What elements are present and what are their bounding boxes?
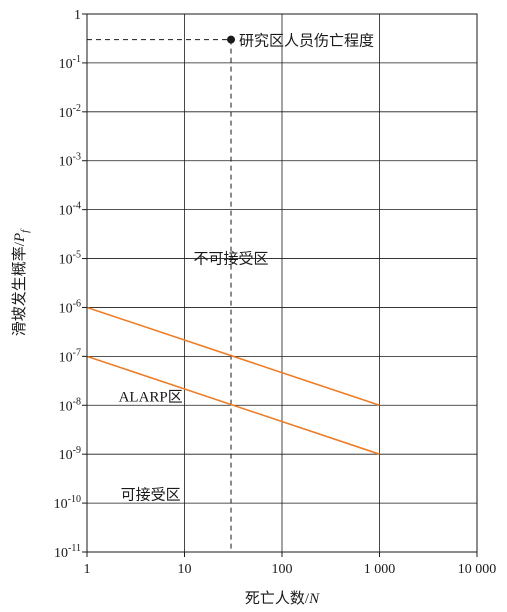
y-tick-label: 10-1 (59, 54, 81, 72)
reference-lines (87, 39, 232, 552)
x-tick-label: 10 000 (458, 562, 497, 577)
y-tick-labels: 1 10-1 10-2 10-3 10-4 10-5 10-6 10-7 10-8 10-9 10-… (54, 8, 87, 561)
y-tick-label: 10-5 (59, 250, 81, 268)
x-tick-label: 100 (272, 562, 293, 577)
x-axis-label: 死亡人数/N (245, 590, 320, 607)
x-tick-labels: 1 10 100 1 000 10 000 (84, 552, 497, 577)
y-tick-label: 10-10 (54, 494, 81, 512)
study-point-marker (227, 35, 236, 44)
y-tick-label: 10-8 (59, 396, 81, 414)
series-lines (86, 306, 380, 455)
y-tick-label: 10-6 (59, 298, 81, 316)
y-tick-label: 10-3 (59, 152, 81, 170)
region-label: ALARP区 (119, 390, 183, 406)
region-label: 不可接受区 (194, 251, 269, 268)
grid-lines (86, 13, 478, 553)
y-tick-label: 10-2 (59, 103, 81, 121)
study-point-label: 研究区人员伤亡程度 (239, 33, 374, 50)
upper-boundary-line (86, 306, 380, 407)
region-label: 可接受区 (121, 486, 181, 503)
y-tick-label: 1 (74, 8, 81, 23)
study-point-group: 研究区人员伤亡程度 (227, 33, 374, 50)
y-tick-label: 10-4 (59, 201, 81, 219)
x-tick-label: 1 (84, 562, 91, 577)
y-tick-label: 10-7 (59, 347, 81, 365)
y-tick-label: 10-11 (54, 543, 81, 561)
lower-boundary-line (86, 355, 380, 455)
y-tick-label: 10-9 (59, 445, 81, 463)
x-tick-label: 10 (178, 562, 192, 577)
y-axis-label: 滑坡发生概率/Pf (11, 228, 31, 336)
x-tick-label: 1 000 (364, 562, 396, 577)
